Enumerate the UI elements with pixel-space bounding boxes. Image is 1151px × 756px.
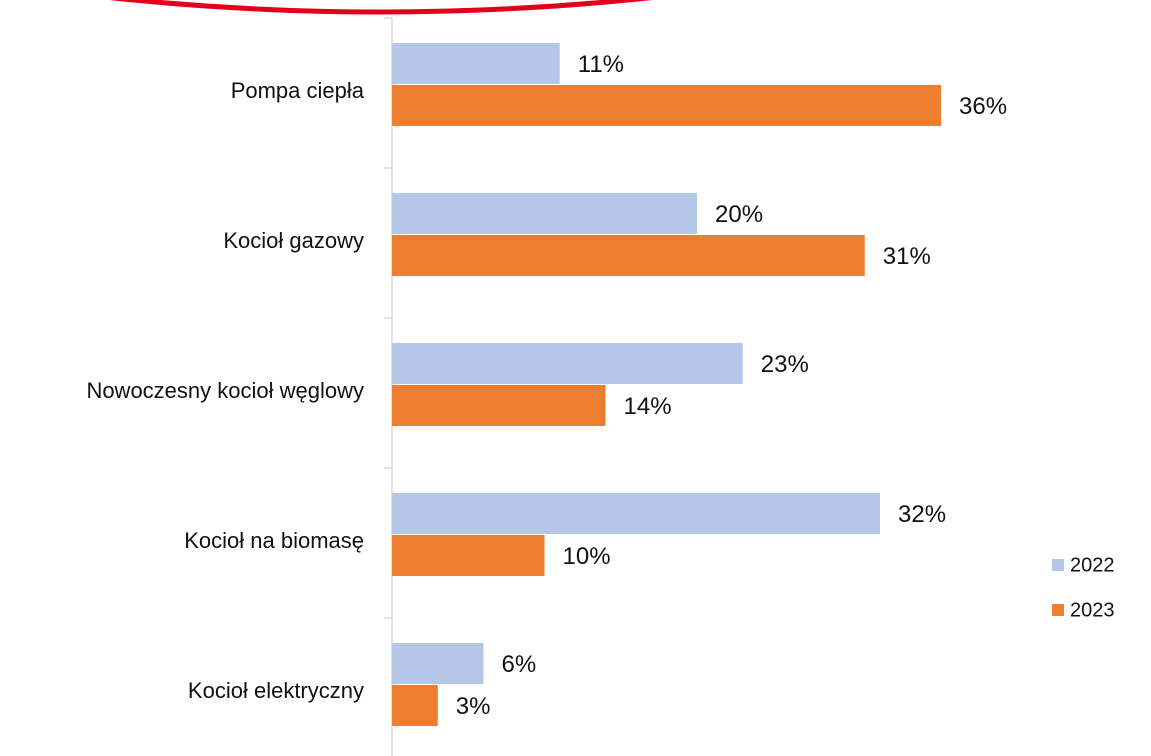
category-label: Kocioł gazowy	[223, 228, 364, 253]
bar-2023-pompa-ciepla	[392, 85, 941, 126]
legend-label: 2023	[1070, 599, 1115, 621]
legend-swatch	[1052, 559, 1064, 571]
bars-layer: Pompa ciepła 11% 36% Kocioł gazowy 20% 31% Now…	[86, 43, 1007, 726]
data-label-2022: 32%	[898, 501, 946, 528]
data-label-2023: 14%	[624, 393, 672, 420]
category-group-kociol-gazowy: Kocioł gazowy 20% 31%	[223, 193, 931, 276]
data-label-2022: 23%	[761, 351, 809, 378]
category-group-kociol-elektryczny: Kocioł elektryczny 6% 3%	[188, 643, 536, 726]
legend: 2022 2023	[1052, 554, 1115, 621]
category-label: Nowoczesny kocioł węglowy	[86, 378, 364, 403]
category-label: Kocioł na biomasę	[184, 528, 364, 553]
category-group-kociol-na-biomase: Kocioł na biomasę 32% 10%	[184, 493, 946, 576]
data-label-2022: 11%	[578, 51, 624, 78]
axis-layer	[384, 17, 393, 756]
category-group-nowoczesny-kociol-weglowy: Nowoczesny kocioł węglowy 23% 14%	[86, 343, 809, 426]
bar-2022-kociol-elektryczny	[392, 643, 484, 684]
bar-2023-kociol-na-biomase	[392, 535, 545, 576]
bar-2022-kociol-gazowy	[392, 193, 697, 234]
legend-label: 2022	[1070, 554, 1115, 576]
category-label: Pompa ciepła	[231, 78, 365, 103]
data-label-2023: 10%	[563, 543, 611, 570]
bar-2022-kociol-na-biomase	[392, 493, 880, 534]
data-label-2023: 3%	[456, 693, 491, 720]
bar-2023-kociol-gazowy	[392, 235, 865, 276]
category-label: Kocioł elektryczny	[188, 678, 364, 703]
data-label-2022: 20%	[715, 201, 763, 228]
bar-2023-nowoczesny-kociol-weglowy	[392, 385, 606, 426]
category-group-pompa-ciepla: Pompa ciepła 11% 36%	[231, 43, 1007, 126]
data-label-2023: 31%	[883, 243, 931, 270]
legend-swatch	[1052, 604, 1064, 616]
data-label-2022: 6%	[502, 651, 537, 678]
data-label-2023: 36%	[959, 93, 1007, 120]
legend-item-2023: 2023	[1052, 599, 1115, 621]
bar-2022-nowoczesny-kociol-weglowy	[392, 343, 743, 384]
red-arc-decoration	[109, 0, 653, 15]
legend-item-2022: 2022	[1052, 554, 1115, 576]
bar-2023-kociol-elektryczny	[392, 685, 438, 726]
bar-2022-pompa-ciepla	[392, 43, 560, 84]
